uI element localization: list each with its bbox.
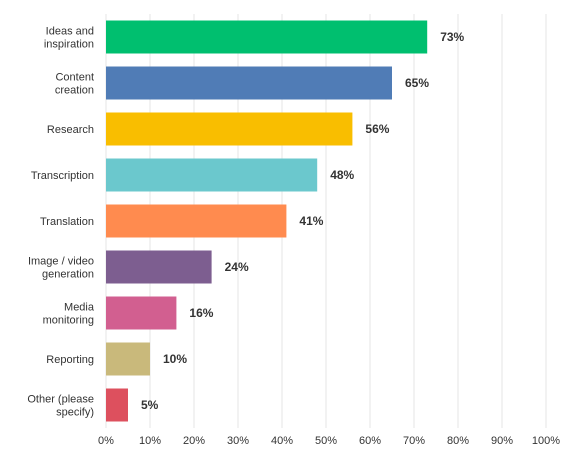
x-axis-tick-labels: 0% 10% 20% 30% 40% 50% 60% 70% 80% 90% 100% — [98, 435, 560, 447]
category-label: Research — [47, 124, 94, 136]
bar — [106, 20, 428, 54]
category-label: Ideas and inspiration — [44, 26, 94, 51]
x-tick-label: 90% — [491, 435, 513, 447]
value-labels: 73% 65% 56% 48% 41% 24% 16% 10% 5% — [141, 30, 465, 412]
category-label-line: specify) — [56, 407, 94, 419]
category-label-line: Reporting — [46, 354, 94, 366]
category-label: Content creation — [55, 72, 94, 97]
category-label: Other (please specify) — [27, 394, 94, 419]
x-tick-label: 60% — [359, 435, 381, 447]
x-tick-label: 70% — [403, 435, 425, 447]
bar — [106, 66, 392, 100]
category-label-line: monitoring — [43, 315, 94, 327]
category-label-line: Other (please — [27, 394, 94, 406]
bar — [106, 112, 353, 146]
x-tick-label: 30% — [227, 435, 249, 447]
category-label: Translation — [40, 216, 94, 228]
x-tick-label: 40% — [271, 435, 293, 447]
category-label: Transcription — [31, 170, 94, 182]
category-label-line: generation — [42, 269, 94, 281]
value-label: 5% — [141, 398, 159, 412]
x-tick-label: 50% — [315, 435, 337, 447]
bar — [106, 204, 287, 238]
category-label: Media monitoring — [43, 302, 95, 327]
category-label-line: Media — [64, 302, 95, 314]
x-tick-label: 100% — [532, 435, 560, 447]
bar — [106, 250, 212, 284]
x-tick-label: 0% — [98, 435, 114, 447]
value-label: 48% — [330, 168, 354, 182]
category-label-line: Translation — [40, 216, 94, 228]
value-label: 24% — [225, 260, 249, 274]
bar — [106, 158, 318, 192]
bar — [106, 342, 150, 376]
category-label-line: Content — [55, 72, 94, 84]
category-label-line: Research — [47, 124, 94, 136]
bar — [106, 296, 177, 330]
bar — [106, 388, 128, 422]
category-label-line: creation — [55, 85, 94, 97]
value-label: 65% — [405, 76, 429, 90]
category-label-line: Transcription — [31, 170, 94, 182]
value-label: 73% — [440, 30, 464, 44]
x-tick-label: 80% — [447, 435, 469, 447]
x-tick-label: 20% — [183, 435, 205, 447]
value-label: 16% — [189, 306, 213, 320]
category-labels: Ideas and inspiration Content creation Resea… — [27, 26, 95, 419]
category-label-line: inspiration — [44, 39, 94, 51]
value-label: 10% — [163, 352, 187, 366]
category-label: Image / video generation — [28, 256, 94, 281]
value-label: 41% — [299, 214, 323, 228]
category-label: Reporting — [46, 354, 94, 366]
bars — [106, 20, 428, 422]
value-label: 56% — [365, 122, 389, 136]
x-tick-label: 10% — [139, 435, 161, 447]
category-label-line: Ideas and — [46, 26, 94, 38]
category-label-line: Image / video — [28, 256, 94, 268]
